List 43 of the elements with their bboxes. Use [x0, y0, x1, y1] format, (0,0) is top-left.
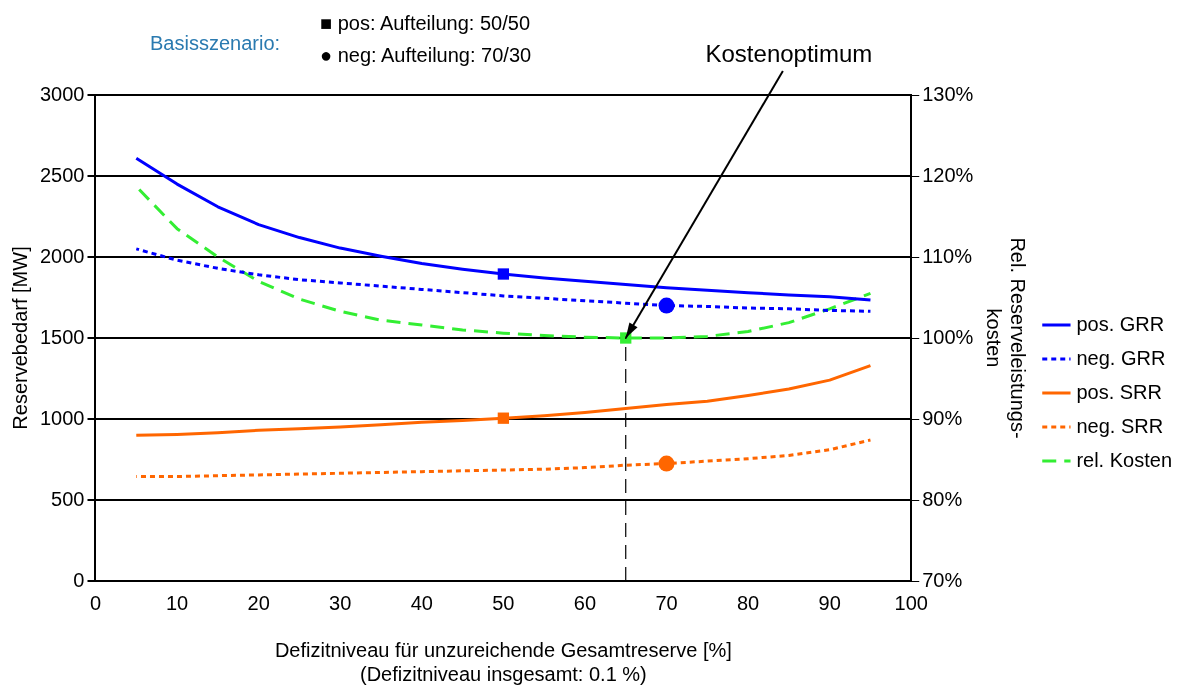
y2-tick-label: 130%	[922, 82, 974, 105]
x-tick-label: 80	[736, 591, 760, 614]
legend-label: rel. Kosten	[1076, 448, 1172, 471]
point	[497, 412, 510, 424]
y2-axis-title: Rel. Reserveleistungs- kosten	[982, 237, 1029, 439]
y2-tick-label: 80%	[922, 487, 963, 510]
x-tick-label: 100	[894, 591, 928, 614]
y2-tick-label: 120%	[922, 163, 974, 186]
y-axis-title: Reservebedarf [MW]	[8, 246, 31, 430]
point	[658, 297, 675, 314]
point	[497, 268, 510, 280]
y2-tick-label: 110%	[922, 244, 973, 267]
y-tick-label: 3000	[39, 82, 85, 105]
y-tick-label: 1000	[39, 406, 85, 429]
legend-label: pos. GRR	[1076, 312, 1165, 335]
legend-label: neg. SRR	[1076, 414, 1164, 437]
y-tick-label: 0	[73, 568, 85, 591]
x-axis-title: Defizitniveau für unzureichende Gesamtreserve [%] (Defizitniveau insgesamt: 0.1 %)	[274, 638, 732, 685]
y2-tick-label: 90%	[922, 406, 963, 429]
x-tick-label: 20	[247, 591, 270, 614]
x-tick-label: 70	[655, 591, 678, 614]
text: ● neg: Aufteilung: 70/30	[320, 44, 532, 67]
point	[658, 455, 675, 472]
x-tick-label: 50	[492, 591, 515, 614]
y2-tick-label: 100%	[922, 325, 974, 348]
x-tick-label: 90	[818, 591, 841, 614]
y-tick-label: 2500	[39, 163, 85, 186]
y-tick-label: 500	[51, 487, 85, 510]
line-series	[134, 438, 872, 479]
x-tick-label: 40	[410, 591, 433, 614]
y-tick-label: 1500	[39, 325, 85, 348]
x-tick-label: 60	[573, 591, 597, 614]
annotation: Kostenoptimum	[705, 39, 873, 67]
line-series	[134, 247, 872, 313]
text: ■ pos: Aufteilung: 50/50	[320, 12, 531, 35]
y2-tick-label: 70%	[922, 568, 963, 591]
x-tick-label: 10	[165, 591, 189, 614]
y-tick-label: 2000	[39, 244, 85, 267]
legend-label: pos. SRR	[1076, 380, 1162, 403]
text: Basisszenario:	[150, 32, 281, 55]
x-tick-label: 0	[89, 591, 102, 614]
x-tick-label: 30	[329, 591, 352, 614]
legend-label: neg. GRR	[1076, 346, 1166, 369]
